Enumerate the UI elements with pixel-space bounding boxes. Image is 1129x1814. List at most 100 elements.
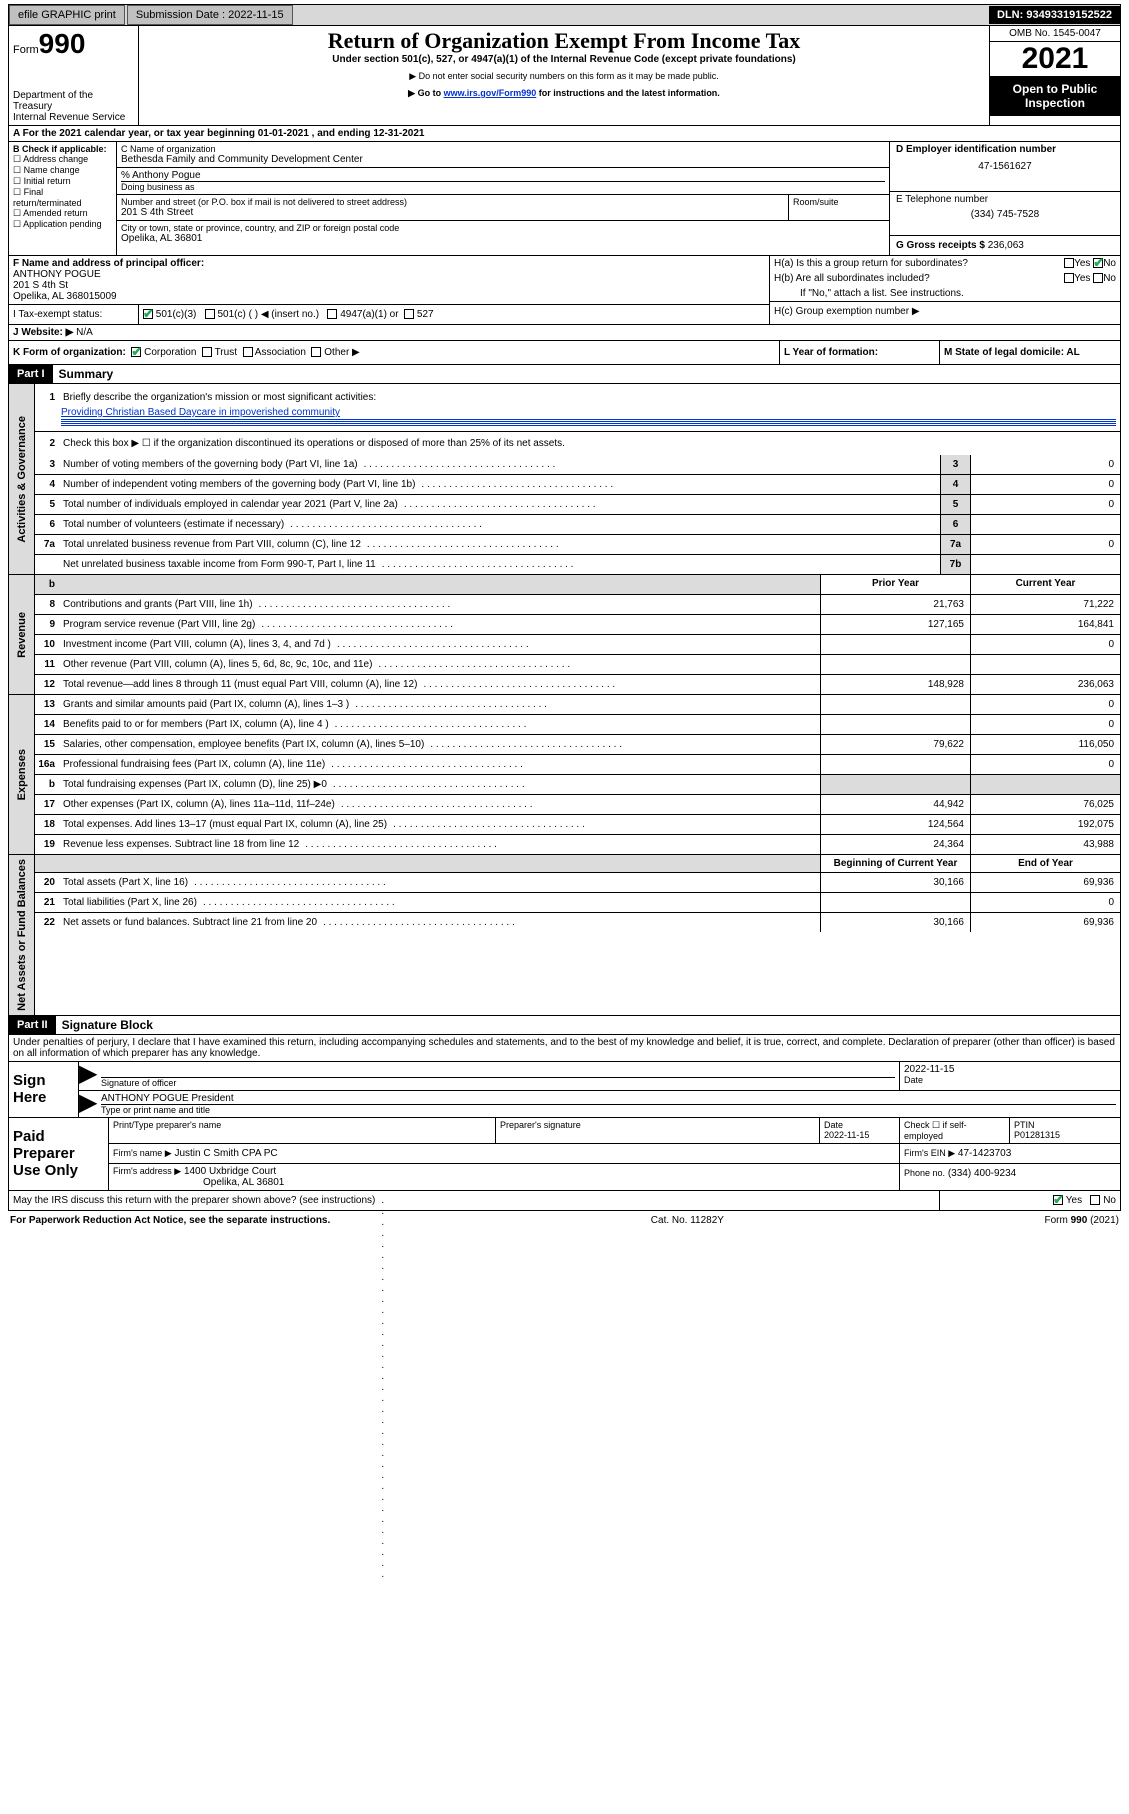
street-label: Number and street (or P.O. box if mail i… (121, 197, 784, 207)
footer-right: Form 990 (2021) (1045, 1215, 1119, 1226)
chk-ha-yes[interactable] (1064, 258, 1074, 268)
dba-label: Doing business as (121, 182, 885, 192)
form-header: Form990 Department of the Treasury Inter… (8, 26, 1121, 126)
side-expenses: Expenses (14, 745, 30, 804)
chk-discuss-yes[interactable] (1053, 1195, 1063, 1205)
table-row: 19Revenue less expenses. Subtract line 1… (35, 835, 1120, 854)
chk-application-pending[interactable]: ☐ Application pending (13, 219, 112, 230)
chk-name-change[interactable]: ☐ Name change (13, 165, 112, 176)
chk-other[interactable] (311, 347, 321, 357)
chk-501c[interactable] (205, 309, 215, 319)
declaration-text: Under penalties of perjury, I declare th… (8, 1035, 1121, 1062)
line2-num: 2 (35, 434, 61, 453)
section-klm: K Form of organization: Corporation Trus… (8, 341, 1121, 365)
col-current: Current Year (970, 575, 1120, 594)
firm-ein: 47-1423703 (958, 1148, 1011, 1159)
state-domicile: M State of legal domicile: AL (940, 341, 1120, 364)
dln-value: 93493319152522 (1026, 9, 1112, 21)
line2-text: Check this box ▶ ☐ if the organization d… (61, 434, 1120, 453)
officer-name: ANTHONY POGUE (13, 269, 765, 280)
prep-sig-label: Preparer's signature (496, 1118, 820, 1143)
line1-text: Briefly describe the organization's miss… (61, 388, 1116, 407)
dln-label: DLN: (997, 9, 1023, 21)
chk-hb-yes[interactable] (1064, 273, 1074, 283)
chk-4947[interactable] (327, 309, 337, 319)
chk-final-return[interactable]: ☐ Final return/terminated (13, 187, 112, 208)
footer-center: Cat. No. 11282Y (651, 1215, 724, 1226)
side-governance: Activities & Governance (14, 412, 30, 547)
phone-value: (334) 745-7528 (896, 209, 1114, 220)
hc-label: H(c) Group exemption number ▶ (770, 302, 1120, 321)
table-row: 18Total expenses. Add lines 13–17 (must … (35, 815, 1120, 835)
col-end: End of Year (970, 855, 1120, 872)
table-row: 11Other revenue (Part VIII, column (A), … (35, 655, 1120, 675)
side-revenue: Revenue (14, 608, 30, 662)
chk-501c3[interactable] (143, 309, 153, 319)
chk-association[interactable] (243, 347, 253, 357)
form-title: Return of Organization Exempt From Incom… (145, 28, 983, 54)
paid-preparer-label: Paid Preparer Use Only (9, 1118, 109, 1190)
sign-here-label: Sign Here (9, 1062, 79, 1117)
chk-ha-no[interactable] (1093, 258, 1103, 268)
efile-button[interactable]: efile GRAPHIC print (9, 5, 125, 25)
sig-date: 2022-11-15 (904, 1064, 1116, 1075)
ha-label: H(a) Is this a group return for subordin… (774, 258, 1064, 269)
ptin-value: P01281315 (1014, 1130, 1060, 1140)
submission-date-button[interactable]: Submission Date : 2022-11-15 (127, 5, 293, 25)
section-bcd: B Check if applicable: ☐ Address change … (8, 142, 1121, 256)
table-row: 4Number of independent voting members of… (35, 475, 1120, 495)
chk-initial-return[interactable]: ☐ Initial return (13, 176, 112, 187)
chk-trust[interactable] (202, 347, 212, 357)
chk-amended-return[interactable]: ☐ Amended return (13, 208, 112, 219)
prep-name-label: Print/Type preparer's name (109, 1118, 496, 1143)
table-row: 3Number of voting members of the governi… (35, 455, 1120, 475)
chk-address-change[interactable]: ☐ Address change (13, 154, 112, 165)
discuss-text: May the IRS discuss this return with the… (13, 1195, 375, 1206)
footer: For Paperwork Reduction Act Notice, see … (8, 1211, 1121, 1230)
chk-corporation[interactable] (131, 347, 141, 357)
note-ssn: ▶ Do not enter social security numbers o… (145, 71, 983, 82)
submission-date: 2022-11-15 (228, 9, 283, 21)
table-row: 10Investment income (Part VIII, column (… (35, 635, 1120, 655)
firm-addr2: Opelika, AL 36801 (113, 1177, 284, 1188)
expenses-block: Expenses 13Grants and similar amounts pa… (8, 695, 1121, 855)
gross-receipts-label: G Gross receipts $ (896, 240, 985, 251)
officer-label: F Name and address of principal officer: (13, 258, 765, 269)
officer-type-label: Type or print name and title (101, 1105, 1116, 1115)
open-to-public: Open to Public Inspection (990, 76, 1120, 116)
table-row: 21Total liabilities (Part X, line 26)0 (35, 893, 1120, 913)
table-row: 16aProfessional fundraising fees (Part I… (35, 755, 1120, 775)
chk-hb-no[interactable] (1093, 273, 1103, 283)
table-row: 6Total number of volunteers (estimate if… (35, 515, 1120, 535)
chk-discuss-no[interactable] (1090, 1195, 1100, 1205)
chk-527[interactable] (404, 309, 414, 319)
section-i-label: I Tax-exempt status: (9, 305, 139, 324)
street-value: 201 S 4th Street (121, 207, 784, 218)
gross-receipts-value: 236,063 (988, 240, 1024, 251)
part2-header: Part II Signature Block (8, 1016, 1121, 1035)
net-assets-block: Net Assets or Fund Balances Beginning of… (8, 855, 1121, 1016)
firm-addr1: 1400 Uxbridge Court (184, 1166, 276, 1177)
irs-link[interactable]: www.irs.gov/Form990 (444, 88, 537, 98)
website-label: J Website: ▶ (13, 327, 73, 338)
table-row: 8Contributions and grants (Part VIII, li… (35, 595, 1120, 615)
side-net-assets: Net Assets or Fund Balances (14, 855, 30, 1015)
phone-label: E Telephone number (896, 194, 1114, 205)
ein-value: 47-1561627 (896, 161, 1114, 172)
table-row: 15Salaries, other compensation, employee… (35, 735, 1120, 755)
table-row: Net unrelated business taxable income fr… (35, 555, 1120, 574)
org-name-label: C Name of organization (121, 144, 885, 154)
top-bar: efile GRAPHIC print Submission Date : 20… (8, 4, 1121, 26)
prep-date: 2022-11-15 (824, 1130, 869, 1140)
form-org-label: K Form of organization: (13, 347, 126, 358)
room-label: Room/suite (793, 197, 885, 207)
website-value: N/A (76, 327, 93, 338)
table-row: 12Total revenue—add lines 8 through 11 (… (35, 675, 1120, 694)
check-self-employed[interactable]: Check ☐ if self-employed (900, 1118, 1010, 1143)
dln-display: DLN: 93493319152522 (989, 6, 1120, 24)
table-row: bTotal fundraising expenses (Part IX, co… (35, 775, 1120, 795)
section-j: J Website: ▶ N/A (8, 325, 1121, 341)
section-fh: F Name and address of principal officer:… (8, 256, 1121, 325)
org-name: Bethesda Family and Community Developmen… (121, 154, 885, 165)
table-row: 9Program service revenue (Part VIII, lin… (35, 615, 1120, 635)
